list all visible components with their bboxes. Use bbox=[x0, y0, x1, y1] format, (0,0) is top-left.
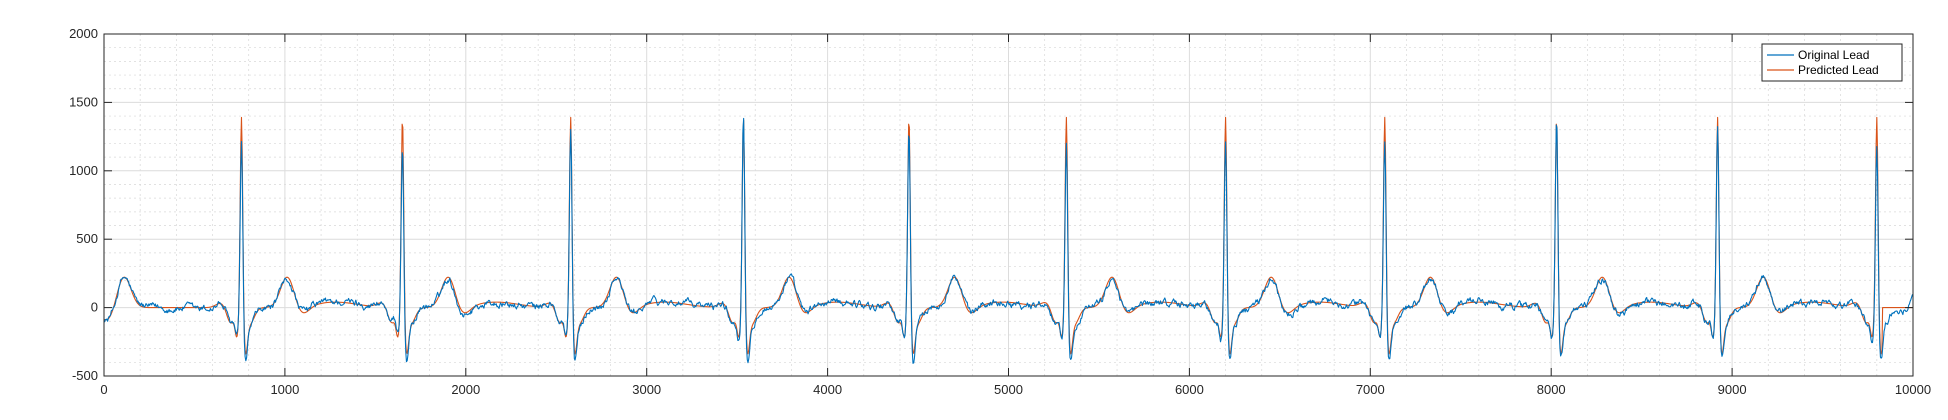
x-tick-label: 1000 bbox=[270, 382, 299, 397]
y-tick-label: -500 bbox=[72, 368, 98, 383]
legend-label-original: Original Lead bbox=[1798, 48, 1869, 62]
y-tick-label: 2000 bbox=[69, 26, 98, 41]
plot-area: 0 1000 2000 3000 4000 5000 6000 7000 8000 9000 100… bbox=[69, 26, 1931, 397]
x-tick-label: 5000 bbox=[994, 382, 1023, 397]
y-axis-tick-labels: -500 0 500 1000 1500 2000 bbox=[69, 26, 98, 383]
x-tick-label: 7000 bbox=[1356, 382, 1385, 397]
legend-label-predicted: Predicted Lead bbox=[1798, 63, 1879, 77]
x-tick-label: 10000 bbox=[1895, 382, 1931, 397]
legend-box bbox=[1761, 43, 1903, 82]
x-tick-label: 0 bbox=[100, 382, 107, 397]
x-axis-tick-labels: 0 1000 2000 3000 4000 5000 6000 7000 8000 9000 100… bbox=[100, 382, 1931, 397]
x-tick-label: 9000 bbox=[1718, 382, 1747, 397]
axis-ticks bbox=[103, 33, 1914, 377]
y-tick-label: 1500 bbox=[69, 94, 98, 109]
y-tick-label: 500 bbox=[76, 231, 98, 246]
series-line-original bbox=[104, 117, 1913, 364]
y-tick-label: 0 bbox=[91, 300, 98, 315]
x-tick-label: 4000 bbox=[813, 382, 842, 397]
y-tick-label: 1000 bbox=[69, 163, 98, 178]
x-tick-label: 3000 bbox=[632, 382, 661, 397]
legend: Original Lead Predicted Lead bbox=[1761, 43, 1903, 82]
x-tick-label: 2000 bbox=[451, 382, 480, 397]
x-tick-label: 6000 bbox=[1175, 382, 1204, 397]
x-tick-label: 8000 bbox=[1537, 382, 1566, 397]
series-layer bbox=[104, 116, 1913, 364]
